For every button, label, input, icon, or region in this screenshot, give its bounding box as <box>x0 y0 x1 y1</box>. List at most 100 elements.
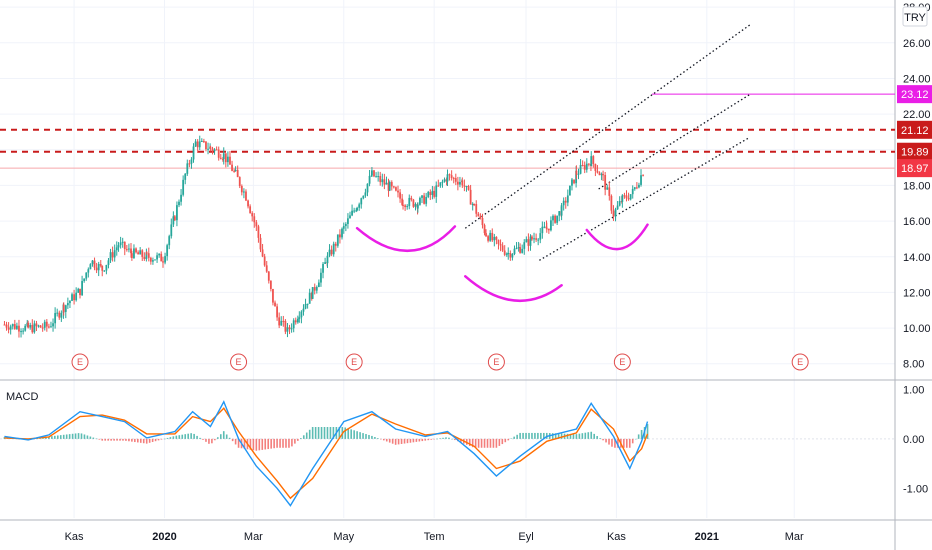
macd-histogram-bar <box>498 438 501 446</box>
candle <box>249 204 252 214</box>
candle <box>278 312 281 329</box>
macd-histogram-bar <box>36 438 38 440</box>
macd-histogram-bar <box>222 431 225 439</box>
price-badge: 21.12 <box>897 120 932 139</box>
candle <box>334 241 337 252</box>
candle <box>143 252 146 261</box>
candle <box>495 236 498 245</box>
macd-histogram-bar <box>368 434 370 439</box>
candle <box>294 317 297 325</box>
macd-histogram-bar <box>415 438 418 442</box>
macd-histogram-bar <box>513 436 515 439</box>
macd-histogram-bar <box>302 435 305 439</box>
candle <box>408 194 411 210</box>
candle <box>543 221 546 229</box>
macd-histogram-bar <box>104 438 107 441</box>
candle <box>47 323 50 329</box>
candle <box>149 256 152 265</box>
time-tick-label: Mar <box>244 531 263 543</box>
candle <box>463 179 466 192</box>
candle <box>202 138 205 144</box>
macd-histogram-bar <box>199 437 201 439</box>
candle <box>469 184 472 205</box>
candle <box>95 262 98 274</box>
candle <box>170 218 173 239</box>
candle <box>435 181 438 203</box>
macd-histogram-bar <box>388 438 391 443</box>
candle <box>81 275 83 297</box>
earnings-marker[interactable]: E <box>71 353 89 371</box>
earnings-letter: E <box>236 357 242 367</box>
candle <box>50 321 52 328</box>
time-tick-label: Mar <box>785 531 804 543</box>
macd-histogram-bar <box>166 437 169 439</box>
candle <box>41 323 44 332</box>
candle <box>505 252 508 257</box>
earnings-marker[interactable]: E <box>345 353 363 371</box>
macd-histogram-bar <box>525 432 527 439</box>
candle <box>635 182 638 190</box>
macd-histogram-bar <box>113 438 115 441</box>
macd-histogram-bar <box>371 435 373 439</box>
candle <box>368 169 371 187</box>
macd-histogram-bar <box>98 438 101 440</box>
pattern-arc-3[interactable] <box>585 223 649 251</box>
macd-histogram-bar <box>365 434 367 439</box>
macd-histogram-bar <box>344 427 347 439</box>
candle <box>375 172 377 178</box>
channel-line-3[interactable] <box>539 136 751 261</box>
macd-histogram-bar <box>489 438 492 448</box>
macd-histogram-bar <box>474 438 477 448</box>
earnings-letter: E <box>797 357 803 367</box>
candle <box>265 261 268 273</box>
time-tick-label: May <box>333 531 354 543</box>
candle <box>276 303 278 321</box>
macd-histogram-bar <box>350 429 352 439</box>
macd-histogram-bar <box>374 437 376 439</box>
candle <box>89 263 92 270</box>
candle <box>184 172 187 185</box>
macd-histogram-bar <box>468 438 471 446</box>
earnings-marker[interactable]: E <box>230 353 248 371</box>
macd-histogram-bar <box>83 434 86 439</box>
candle <box>236 165 239 178</box>
pattern-arc-2[interactable] <box>464 275 563 303</box>
channel-line-2[interactable] <box>598 93 751 190</box>
candle <box>631 185 634 199</box>
price-tick-label: 10.00 <box>903 323 931 335</box>
pattern-arc-1[interactable] <box>355 225 457 253</box>
earnings-marker[interactable]: E <box>613 353 631 371</box>
candle <box>554 214 556 224</box>
earnings-marker[interactable]: E <box>791 353 809 371</box>
currency-button[interactable]: TRY <box>902 6 928 27</box>
candle <box>9 324 12 335</box>
candle <box>414 202 417 211</box>
candle <box>255 220 258 232</box>
candle <box>85 272 88 281</box>
candle <box>392 185 395 189</box>
candle <box>274 300 276 307</box>
candle <box>497 239 500 250</box>
candle <box>308 288 311 304</box>
time-tick-label: Eyl <box>518 531 533 543</box>
price-tick-label: 26.00 <box>903 38 931 50</box>
price-badges: 23.12 21.12 19.89 18.97 <box>897 85 932 178</box>
candle <box>529 234 532 251</box>
candle <box>272 288 274 306</box>
candle <box>217 146 220 161</box>
candle <box>160 251 163 262</box>
candle <box>515 242 518 250</box>
macd-histogram-bar <box>51 436 53 439</box>
macd-histogram-bar <box>611 438 613 447</box>
candle <box>507 247 510 260</box>
macd-histogram-bar <box>54 435 56 439</box>
candle <box>300 310 303 324</box>
earnings-marker[interactable]: E <box>487 353 505 371</box>
price-tick-label: 14.00 <box>903 252 931 264</box>
candle <box>347 213 349 229</box>
candle <box>366 183 369 197</box>
macd-histogram-bar <box>507 438 510 441</box>
candle <box>351 204 353 217</box>
